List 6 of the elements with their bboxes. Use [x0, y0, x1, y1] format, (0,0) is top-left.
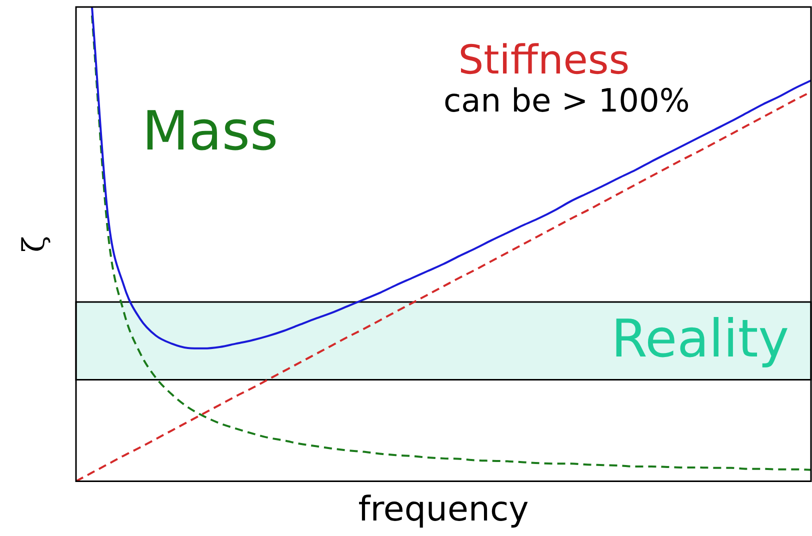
x-axis-title: frequency [358, 489, 529, 530]
text: Stiffness [458, 37, 630, 84]
annotation: can be > 100% [444, 81, 690, 120]
y-axis-title: ζ [16, 236, 52, 252]
series-label: Mass [142, 99, 278, 162]
band-label: Reality [611, 309, 789, 370]
